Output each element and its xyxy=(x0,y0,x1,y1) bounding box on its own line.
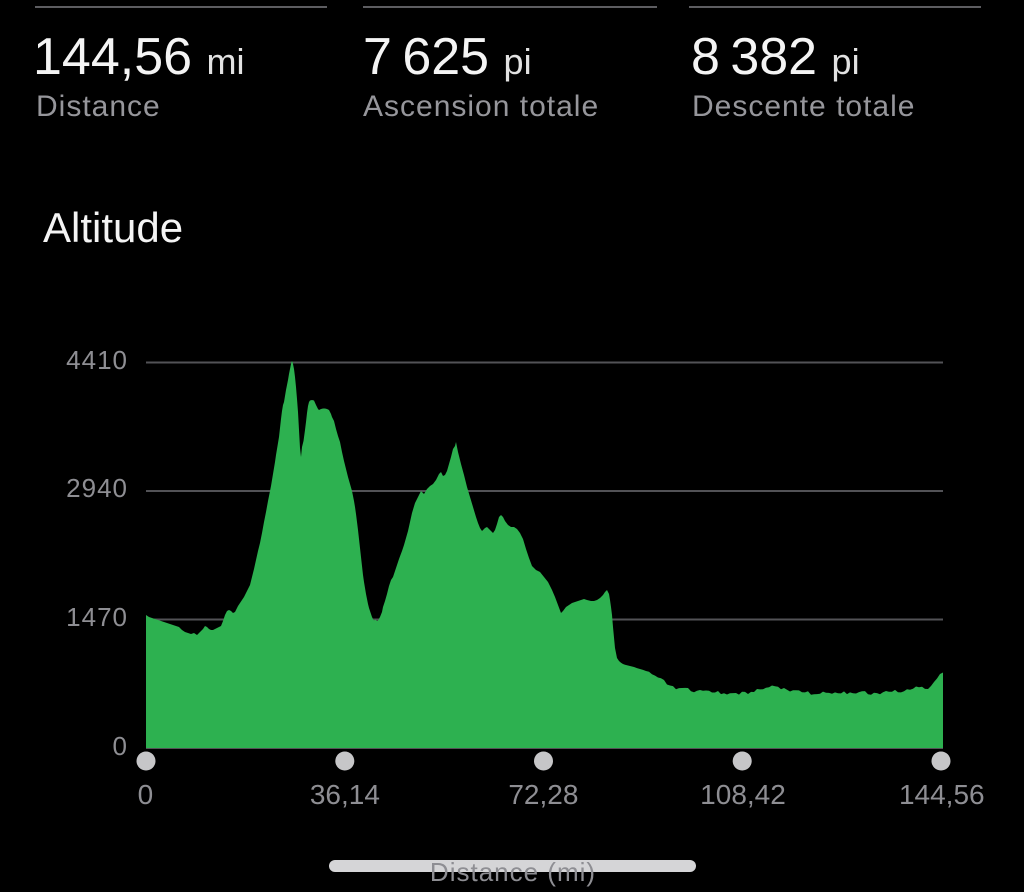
svg-text:108,42: 108,42 xyxy=(700,779,786,810)
svg-text:144,56: 144,56 xyxy=(899,779,985,810)
svg-text:1470: 1470 xyxy=(66,602,128,632)
svg-text:36,14: 36,14 xyxy=(310,779,380,810)
svg-text:2940: 2940 xyxy=(66,473,128,503)
svg-text:0: 0 xyxy=(113,731,128,761)
svg-text:0: 0 xyxy=(138,779,154,810)
svg-text:4410: 4410 xyxy=(66,345,128,375)
svg-text:72,28: 72,28 xyxy=(508,779,578,810)
